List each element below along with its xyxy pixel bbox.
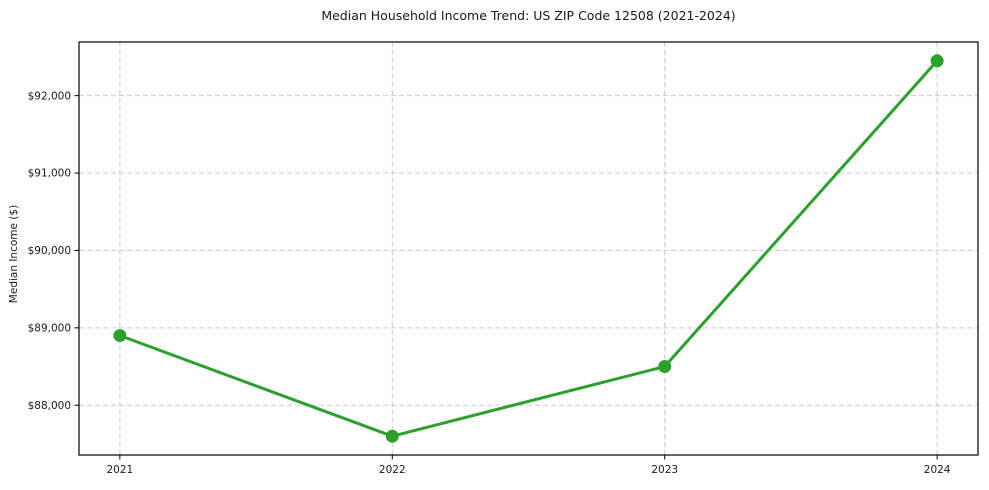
- data-point-2024: [930, 54, 944, 68]
- data-point-2021: [113, 329, 127, 343]
- trend-line: [118, 59, 939, 438]
- y-tick-label: $89,000: [28, 323, 71, 335]
- y-tick-label: $88,000: [28, 400, 71, 412]
- data-point-2022: [385, 429, 399, 443]
- plot-border: [78, 41, 979, 456]
- x-tick-label: 2024: [924, 464, 951, 476]
- x-tick-label: 2022: [379, 464, 406, 476]
- data-point-2023: [658, 360, 672, 374]
- y-axis-label-text: Median Income ($): [8, 204, 20, 304]
- x-tick-label: 2021: [106, 464, 133, 476]
- axis-ticks: $88,000 $89,000 $90,000 $91,000 $92,000 2021 2…: [28, 90, 951, 476]
- y-tick-label: $91,000: [28, 168, 71, 180]
- y-tick-label: $92,000: [28, 90, 71, 102]
- chart-title: Median Household Income Trend: US ZIP Co…: [321, 8, 736, 23]
- y-tick-label: $90,000: [28, 245, 71, 257]
- x-tick-label: 2023: [651, 464, 678, 476]
- grid: [79, 42, 978, 455]
